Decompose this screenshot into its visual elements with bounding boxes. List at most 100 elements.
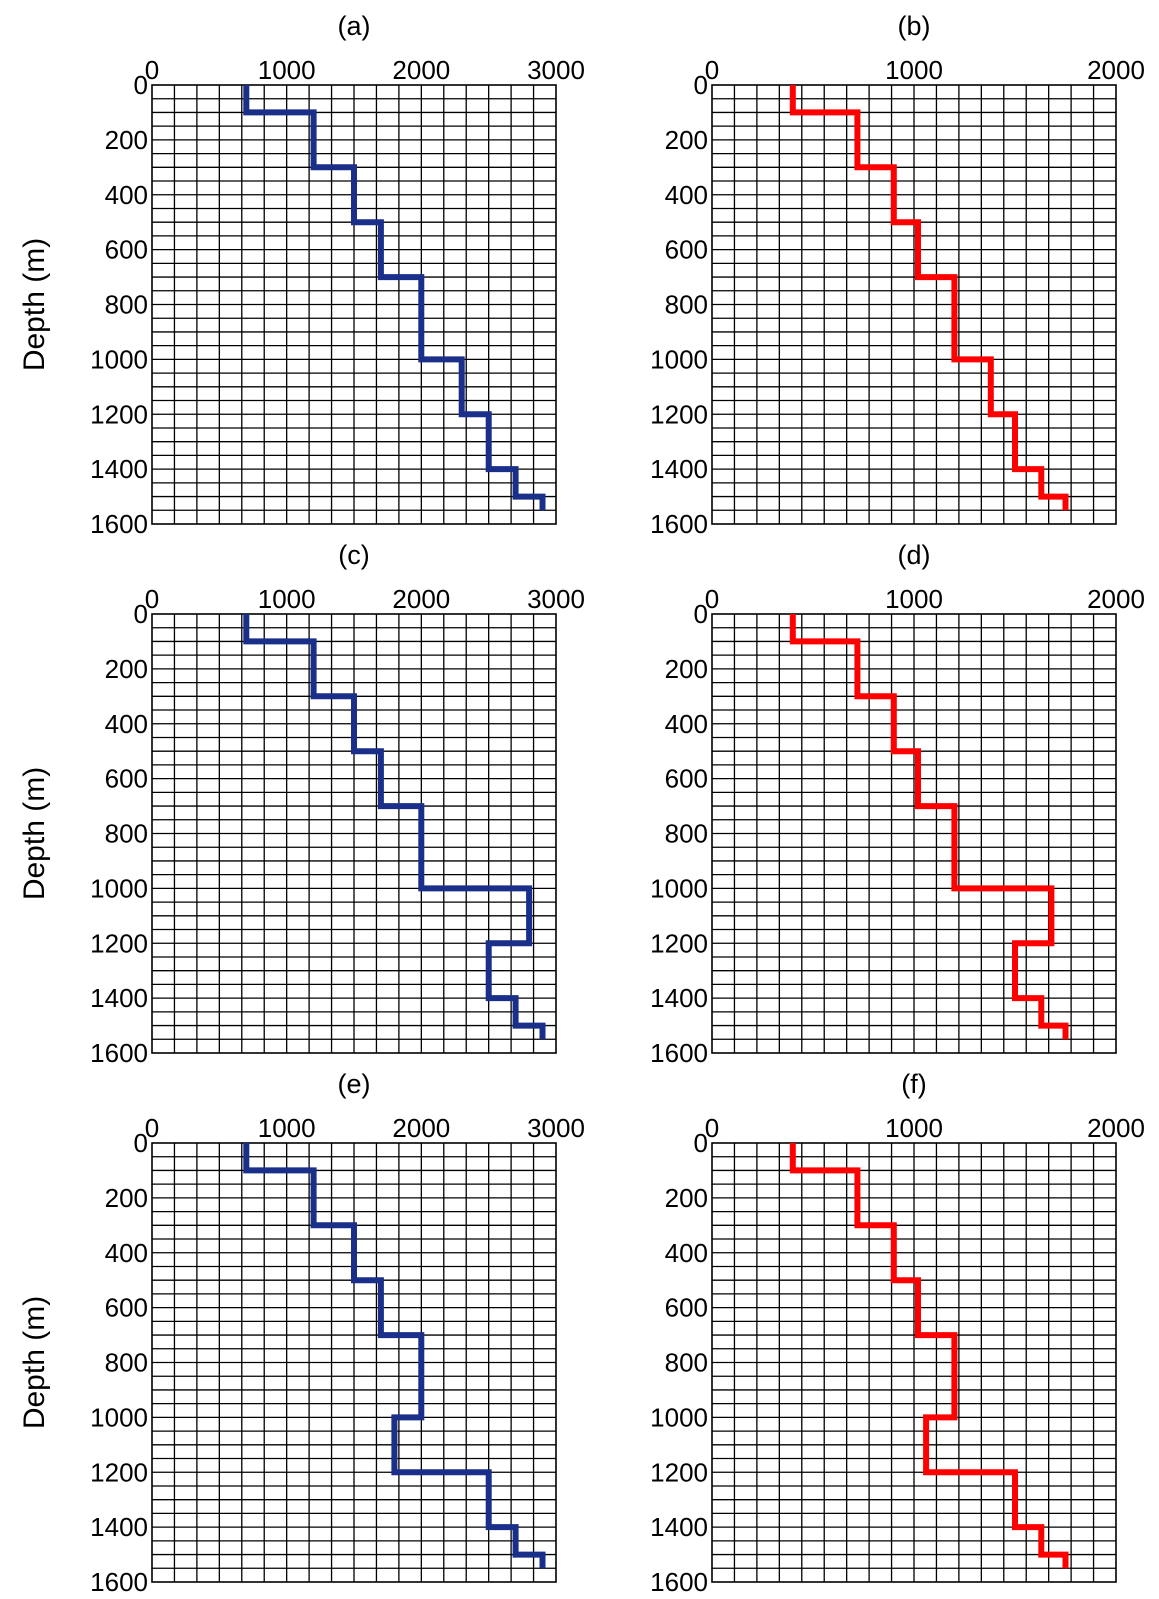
y-tick-label: 400 <box>105 180 148 210</box>
y-tick-label: 600 <box>665 1293 708 1323</box>
y-tick-label: 1200 <box>90 1457 148 1487</box>
x-tick-label: 1000 <box>885 584 943 614</box>
y-tick-label: 0 <box>694 1128 708 1158</box>
y-tick-label: 0 <box>134 70 148 100</box>
y-tick-label: 1400 <box>90 983 148 1013</box>
y-tick-label: 400 <box>665 1238 708 1268</box>
x-tick-label: 2000 <box>1087 584 1145 614</box>
y-axis-label: Depth (m) <box>18 1296 51 1429</box>
velocity-profile-line <box>243 614 546 1040</box>
panel-f: (f) 0 1000 2000 0 200 400 600 800 1000 1200 1400 160… <box>650 1069 1145 1597</box>
y-tick-label: 0 <box>694 70 708 100</box>
x-tick-label: 3000 <box>527 584 585 614</box>
y-tick-label: 200 <box>665 125 708 155</box>
velocity-profile-line <box>789 85 1069 511</box>
y-tick-label: 800 <box>665 290 708 320</box>
y-tick-label: 1000 <box>90 1402 148 1432</box>
y-tick-label: 0 <box>134 599 148 629</box>
y-tick-label: 1200 <box>650 1457 708 1487</box>
x-tick-label: 1000 <box>885 55 943 85</box>
grid <box>152 1143 556 1582</box>
velocity-profile-line <box>243 1143 546 1569</box>
panel-title: (a) <box>338 11 371 41</box>
y-tick-label: 1600 <box>90 509 148 539</box>
y-tick-label: 1000 <box>650 344 708 374</box>
y-tick-label: 0 <box>694 599 708 629</box>
y-tick-label: 1200 <box>90 399 148 429</box>
grid <box>712 1143 1116 1582</box>
x-tick-label: 0 <box>145 55 159 85</box>
y-tick-label: 400 <box>105 1238 148 1268</box>
x-tick-label: 2000 <box>392 1113 450 1143</box>
y-tick-label: 200 <box>665 1183 708 1213</box>
y-tick-label: 200 <box>105 1183 148 1213</box>
x-tick-label: 1000 <box>258 1113 316 1143</box>
y-axis-label: Depth (m) <box>18 238 51 371</box>
grid <box>712 614 1116 1053</box>
panel-title: (d) <box>898 540 931 570</box>
y-tick-label: 1200 <box>650 399 708 429</box>
y-tick-label: 1600 <box>650 1038 708 1068</box>
x-tick-label: 2000 <box>1087 55 1145 85</box>
y-tick-label: 600 <box>665 235 708 265</box>
y-tick-label: 1600 <box>90 1038 148 1068</box>
plot-frame <box>151 613 557 1054</box>
plot-frame <box>711 1142 1117 1583</box>
x-tick-label: 2000 <box>392 584 450 614</box>
velocity-profile-line <box>789 1143 1069 1569</box>
y-tick-label: 1200 <box>90 928 148 958</box>
y-tick-label: 1400 <box>650 454 708 484</box>
y-tick-label: 1000 <box>650 873 708 903</box>
y-tick-label: 800 <box>105 290 148 320</box>
x-tick-label: 2000 <box>1087 1113 1145 1143</box>
plot-frame <box>711 84 1117 525</box>
panel-title: (e) <box>338 1069 371 1099</box>
x-tick-label: 2000 <box>392 55 450 85</box>
panel-c: (c) 0 1000 2000 3000 0 200 400 600 800 1000 1200 140… <box>18 540 585 1068</box>
y-tick-label: 1600 <box>650 509 708 539</box>
y-tick-label: 800 <box>665 1348 708 1378</box>
panel-title: (b) <box>898 11 931 41</box>
grid <box>152 614 556 1053</box>
y-tick-label: 1400 <box>650 983 708 1013</box>
x-tick-label: 0 <box>145 1113 159 1143</box>
y-tick-label: 200 <box>105 125 148 155</box>
panel-title: (f) <box>901 1069 926 1099</box>
panel-d: (d) 0 1000 2000 0 200 400 600 800 1000 1200 1400 160… <box>650 540 1145 1068</box>
x-tick-label: 3000 <box>527 55 585 85</box>
y-tick-label: 1400 <box>90 454 148 484</box>
y-axis-label: Depth (m) <box>18 767 51 900</box>
panel-e: (e) 0 1000 2000 3000 0 200 400 600 800 1000 1200 140… <box>18 1069 585 1597</box>
y-tick-label: 1200 <box>650 928 708 958</box>
y-tick-label: 0 <box>134 1128 148 1158</box>
velocity-profile-line <box>243 85 546 511</box>
y-tick-label: 400 <box>665 709 708 739</box>
y-tick-label: 1000 <box>90 344 148 374</box>
x-tick-label: 3000 <box>527 1113 585 1143</box>
x-tick-label: 0 <box>705 1113 719 1143</box>
panel-a: (a) 0 1000 2000 3000 0 200 400 600 800 1000 1200 140… <box>18 11 585 539</box>
x-tick-label: 1000 <box>258 55 316 85</box>
y-tick-label: 800 <box>105 819 148 849</box>
y-tick-label: 600 <box>105 235 148 265</box>
grid <box>152 85 556 524</box>
x-tick-label: 0 <box>705 584 719 614</box>
y-tick-label: 800 <box>105 1348 148 1378</box>
y-tick-label: 400 <box>665 180 708 210</box>
y-tick-label: 1600 <box>650 1567 708 1597</box>
plot-frame <box>151 84 557 525</box>
y-tick-label: 1400 <box>90 1512 148 1542</box>
y-tick-label: 600 <box>665 764 708 794</box>
y-tick-label: 600 <box>105 1293 148 1323</box>
grid <box>712 85 1116 524</box>
y-tick-label: 800 <box>665 819 708 849</box>
plot-frame <box>151 1142 557 1583</box>
x-tick-label: 1000 <box>885 1113 943 1143</box>
panel-title: (c) <box>338 540 369 570</box>
plot-frame <box>711 613 1117 1054</box>
y-tick-label: 1400 <box>650 1512 708 1542</box>
y-tick-label: 1600 <box>90 1567 148 1597</box>
y-tick-label: 1000 <box>90 873 148 903</box>
x-tick-label: 1000 <box>258 584 316 614</box>
y-tick-label: 600 <box>105 764 148 794</box>
